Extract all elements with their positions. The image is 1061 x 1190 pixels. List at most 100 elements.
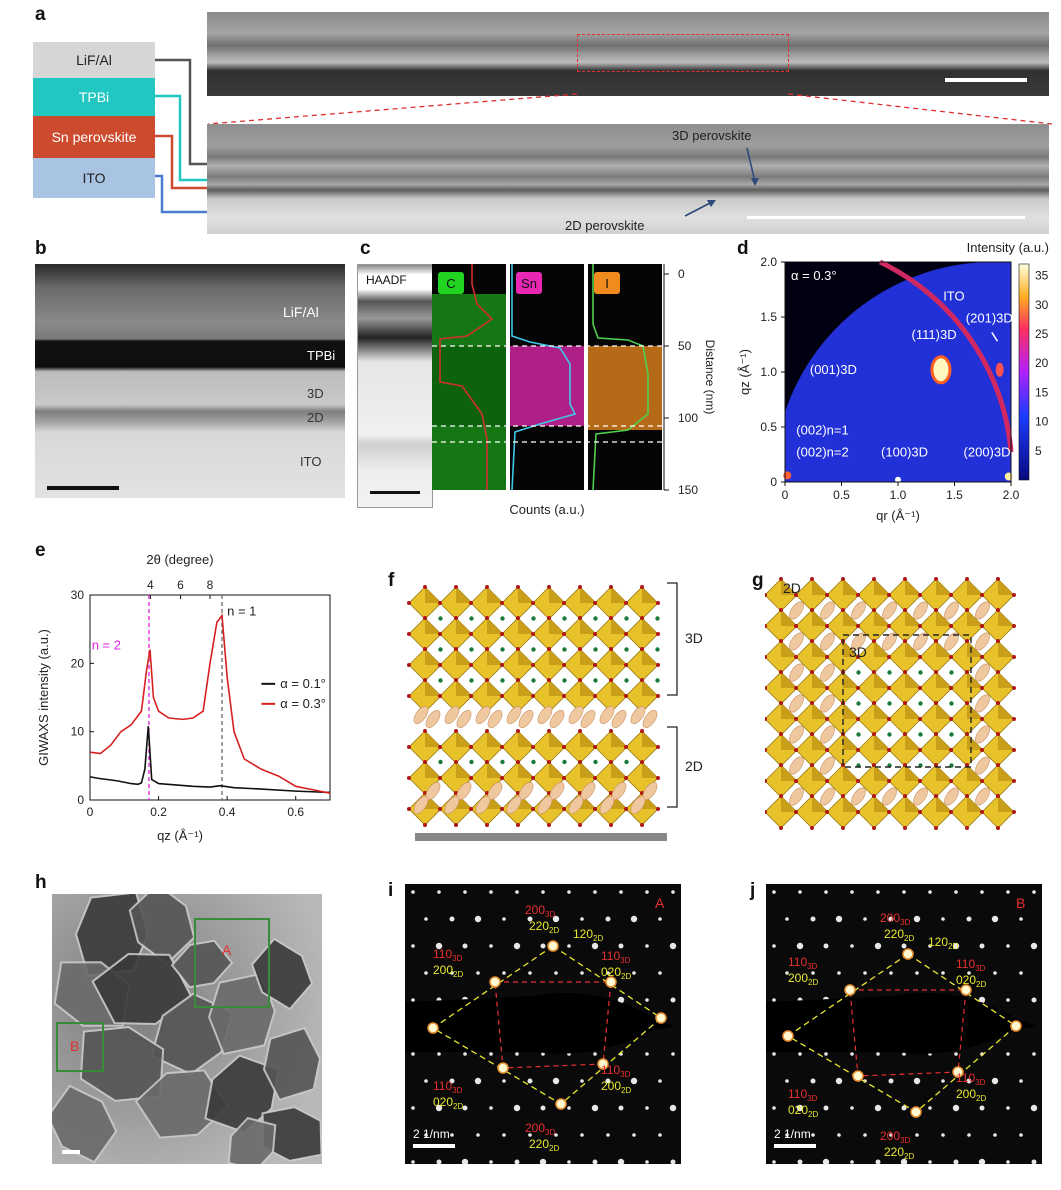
diffraction-spot [888,916,894,922]
iodide-atom [640,647,644,651]
octahedron-face [967,796,983,812]
organic-cation [882,601,897,620]
diffraction-spot [450,971,454,975]
iodide-atom [1012,624,1016,628]
organic-cation [518,710,534,728]
diffraction-spot [822,1158,830,1164]
diffraction-spot [888,1078,894,1084]
map-y-tick-label: 1.5 [760,310,777,324]
spot-index: 110 [956,957,975,971]
spot-index: 110 [433,947,452,961]
diffraction-spot [630,915,638,923]
a-site-cation [531,759,536,765]
diffraction-spot [435,942,443,950]
iodide-atom [485,729,489,733]
spot-index: 200 [880,911,900,925]
iodide-atom [980,810,984,814]
organic-cation [789,632,804,651]
iodide-atom [810,732,814,736]
diffraction-spot [449,916,455,922]
iodide-atom [454,760,458,764]
iodide-atom [872,701,876,705]
spot-index: 110 [601,1063,620,1077]
organic-cation [506,706,522,724]
iodide-atom [918,655,922,659]
label-haadf: HAADF [366,273,407,287]
iodide-atom [1012,686,1016,690]
a-site-cation [624,759,629,765]
diffraction-spot [810,916,816,922]
diffraction-spot [875,1159,881,1164]
diffraction-spot [658,1133,662,1137]
iodide-atom [856,624,860,628]
organic-cation [568,796,584,814]
spot-index: 020 [601,965,621,979]
octahedron-face [781,641,797,657]
diffraction-spot [811,1133,815,1137]
iodide-atom [794,624,798,628]
iodide-atom [640,823,644,827]
iodide-atom [656,807,660,811]
octahedron-face [425,618,441,634]
iodide-atom [593,663,597,667]
a-site-cation [887,670,892,675]
iodide-atom [562,776,566,780]
spot-index-subscript: 2D [904,934,914,943]
iodide-atom [934,826,938,830]
octahedron-face [843,610,859,626]
diffraction-spot [823,943,829,949]
diffraction-spot [1030,1104,1038,1112]
diffraction-spot [772,944,776,948]
a-site-cation [469,647,474,652]
iodide-atom [794,810,798,814]
octahedron-face [580,762,596,778]
organic-cation [975,601,990,620]
diffraction-spot [824,890,828,894]
iodide-atom [810,794,814,798]
iodide-atom [918,686,922,690]
iodide-atom [872,826,876,830]
octahedron-face [580,587,596,603]
octahedron-face [812,734,828,750]
diffraction-spot [772,1160,776,1164]
layer-connector-lines [155,58,210,214]
diffraction-spot [411,1160,415,1164]
a-site-cation [593,759,598,765]
iodide-atom [454,678,458,682]
colorbar-title: Intensity (a.u.) [967,240,1049,255]
organic-cation [789,663,804,682]
giwaxs-2d-map: Intensity (a.u.) α = 0.3° ITO(201)3D (111)3… [737,240,1049,523]
indexed-spot [960,984,972,996]
diffraction-spot [658,917,662,921]
spot-index-label: 0202D [788,1103,818,1119]
spot-index-label: 2003D [880,1129,910,1145]
diffraction-spot [785,971,789,975]
iodide-atom [656,694,660,698]
organic-cation [413,706,429,724]
iodide-atom [624,807,628,811]
diffraction-spot [552,1077,560,1085]
iodide-atom [794,655,798,659]
peak-002 [783,471,792,480]
diffraction-spot [837,971,841,975]
iodide-atom [856,686,860,690]
octahedron-face [487,680,503,696]
a-site-cation [438,647,443,652]
diffraction-spot [580,971,584,975]
iodide-atom [423,585,427,589]
a-site-cation [918,670,923,675]
octahedron-face [998,579,1014,595]
spot-index-subscript: 2D [976,1094,986,1103]
a-site-cation [469,616,474,621]
iodide-atom [531,694,535,698]
octahedron-face [874,765,890,781]
diffraction-spot [915,1133,919,1137]
spot-index-label: 1103D [956,1071,986,1087]
spot-index-label: 2202D [884,1145,914,1161]
iodide-atom [423,616,427,620]
iodide-atom [656,601,660,605]
diffraction-spot [567,1106,571,1110]
iodide-atom [934,701,938,705]
diffraction-spot [552,915,560,923]
iodide-atom [918,624,922,628]
